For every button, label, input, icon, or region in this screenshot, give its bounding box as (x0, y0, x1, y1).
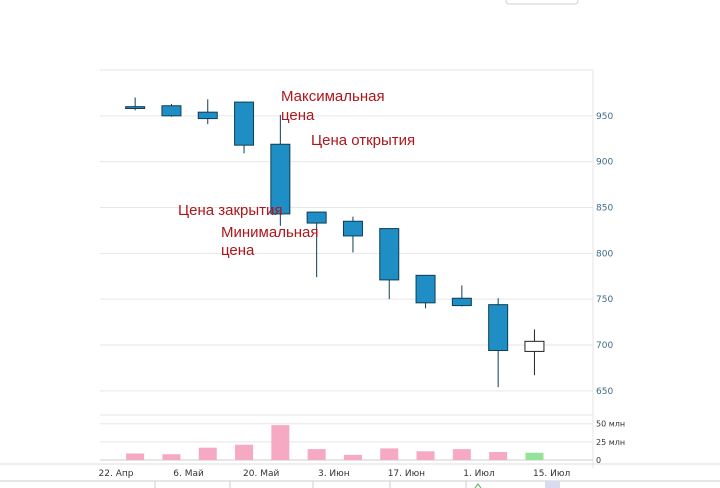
volume-tick-label: 50 млн (596, 420, 625, 429)
annotation-close-price: Цена закрытия (178, 202, 283, 219)
candle (342, 216, 363, 253)
volume-bar (198, 447, 217, 460)
volume-bar (380, 448, 399, 460)
annotation-max-price: Максимальная цена (281, 88, 389, 124)
candle-body (342, 220, 363, 237)
candle-body (379, 228, 400, 281)
volume-bar (307, 449, 326, 460)
candle (125, 97, 146, 111)
y-tick-label: 900 (596, 158, 613, 168)
candle (234, 101, 255, 154)
x-tick-label: 20. Май (243, 469, 279, 479)
candle (306, 211, 327, 278)
x-tick-label: 1. Июл (463, 469, 495, 479)
top-control-button[interactable] (505, 0, 579, 5)
y-tick-label: 650 (596, 387, 613, 397)
candle (379, 228, 400, 300)
candle-body (524, 340, 545, 352)
volume-bar (452, 449, 471, 460)
candle (415, 274, 436, 309)
date-axis: 22. Апр 6. Май 20. Май 3. Июн 17. Июн 1. Июл 1… (0, 463, 720, 479)
volume-bar (343, 454, 362, 460)
volume-bar (489, 452, 508, 460)
volume-bars (126, 425, 544, 460)
candle-body (415, 274, 436, 304)
x-tick-label: 3. Июн (318, 469, 350, 479)
x-tick-label: 17. Июн (388, 469, 425, 479)
candle-body (197, 111, 218, 120)
volume-bar (271, 425, 290, 460)
candle-body (125, 106, 146, 109)
y-tick-label: 700 (596, 341, 613, 351)
candle-body (488, 304, 509, 351)
annotation-open-price: Цена открытия (311, 132, 415, 149)
candle (161, 103, 182, 117)
volume-tick-label: 0 (596, 456, 601, 465)
candle-body (270, 143, 291, 215)
y-tick-label: 750 (596, 295, 613, 305)
y-tick-label: 800 (596, 249, 613, 259)
candle-body (161, 105, 182, 117)
price-axis: 650 700 750 800 850 900 950 (596, 112, 613, 397)
annotation-min-price: Минимальная цена (221, 224, 323, 259)
candle-body (306, 211, 327, 224)
volume-bar (126, 453, 145, 460)
volume-bar (416, 451, 435, 460)
navigator-selection (545, 481, 560, 488)
navigator[interactable] (0, 480, 720, 488)
y-tick-label: 950 (596, 112, 613, 122)
candle (451, 285, 472, 307)
candle (197, 99, 218, 125)
volume-bar (162, 454, 181, 460)
volume-tick-label: 25 млн (596, 438, 625, 447)
candle (488, 298, 509, 388)
volume-bar (235, 444, 254, 460)
x-tick-label: 15. Июл (533, 469, 570, 479)
volume-axis: 50 млн 25 млн 0 (596, 420, 625, 465)
x-tick-label: 6. Май (173, 469, 204, 479)
candle-body (234, 101, 255, 146)
navigator-mini-line (474, 483, 482, 488)
volume-bar (525, 452, 544, 460)
grid (100, 69, 594, 468)
x-tick-label: 22. Апр (99, 469, 134, 479)
candle (270, 114, 291, 226)
y-tick-label: 850 (596, 204, 613, 214)
candle-body (451, 297, 472, 307)
candle (524, 329, 545, 376)
candles (125, 97, 545, 388)
